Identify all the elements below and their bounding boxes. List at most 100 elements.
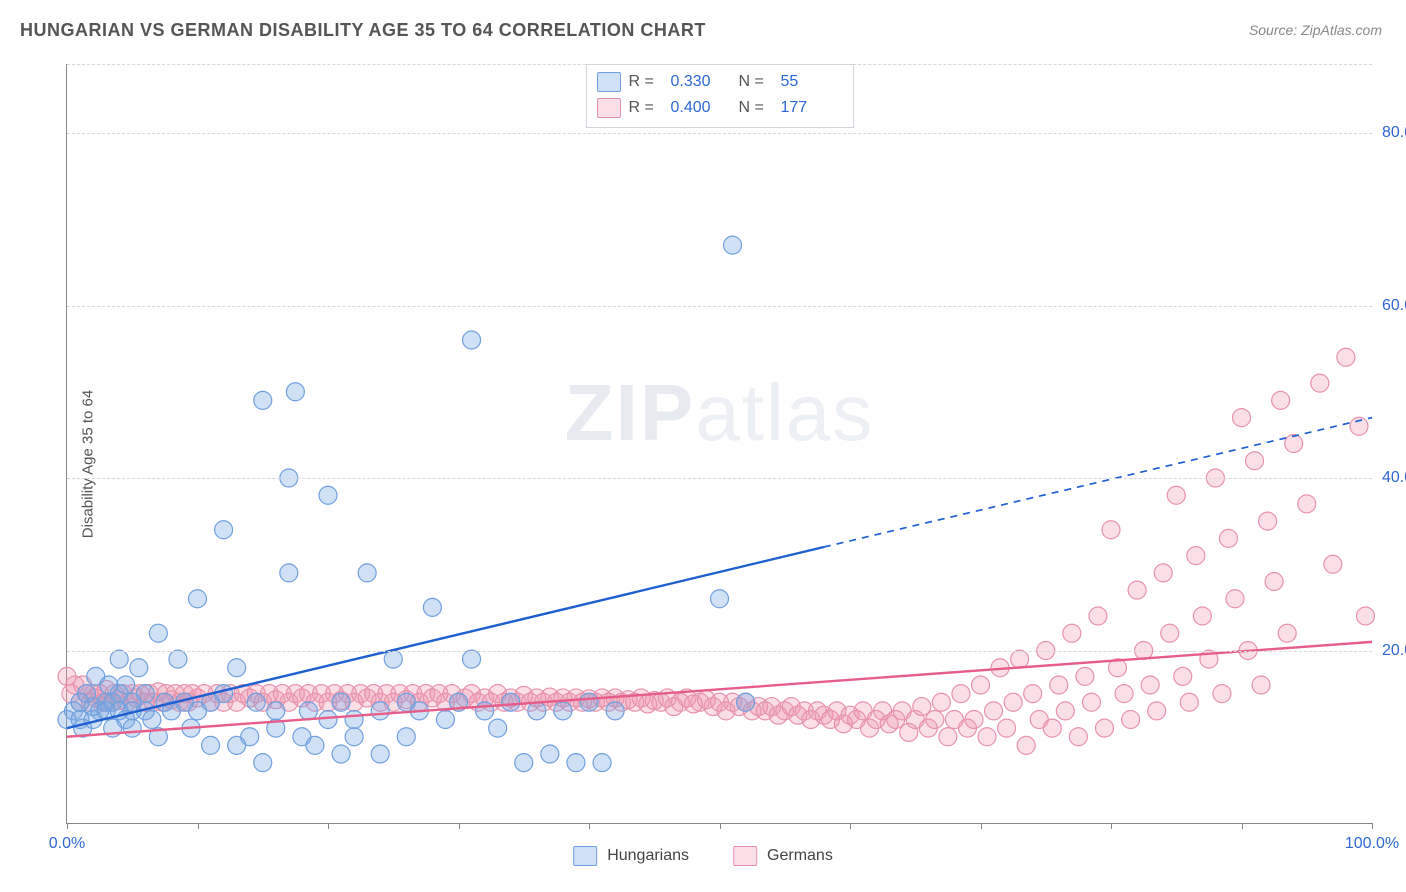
- data-point-hungarians: [110, 650, 128, 668]
- data-point-germans: [926, 711, 944, 729]
- data-point-germans: [1324, 555, 1342, 573]
- data-point-hungarians: [476, 702, 494, 720]
- data-point-hungarians: [332, 745, 350, 763]
- data-point-germans: [1069, 728, 1087, 746]
- data-point-germans: [1298, 495, 1316, 513]
- data-point-hungarians: [436, 711, 454, 729]
- data-point-hungarians: [254, 391, 272, 409]
- data-point-germans: [1148, 702, 1166, 720]
- data-point-hungarians: [711, 590, 729, 608]
- data-point-hungarians: [371, 702, 389, 720]
- data-point-germans: [1095, 719, 1113, 737]
- data-point-germans: [985, 702, 1003, 720]
- data-point-germans: [1356, 607, 1374, 625]
- data-point-hungarians: [515, 754, 533, 772]
- data-point-hungarians: [332, 693, 350, 711]
- data-point-germans: [1278, 624, 1296, 642]
- data-point-germans: [1311, 374, 1329, 392]
- data-point-germans: [1285, 435, 1303, 453]
- data-point-hungarians: [149, 624, 167, 642]
- data-point-hungarians: [541, 745, 559, 763]
- x-tick: [328, 823, 329, 829]
- data-point-hungarians: [215, 521, 233, 539]
- data-point-germans: [939, 728, 957, 746]
- gridline: [67, 133, 1372, 134]
- data-point-germans: [1167, 486, 1185, 504]
- gridline: [67, 306, 1372, 307]
- data-point-hungarians: [299, 702, 317, 720]
- data-point-hungarians: [528, 702, 546, 720]
- legend-label: Hungarians: [607, 847, 689, 865]
- data-point-hungarians: [306, 736, 324, 754]
- gridline: [67, 651, 1372, 652]
- chart-container: Disability Age 35 to 64 ZIPatlas R = 0.3…: [20, 56, 1386, 872]
- plot-area: ZIPatlas R = 0.330 N = 55 R = 0.400 N = …: [66, 64, 1372, 824]
- data-point-germans: [1337, 348, 1355, 366]
- data-point-hungarians: [384, 650, 402, 668]
- data-point-hungarians: [737, 693, 755, 711]
- x-tick-label: 0.0%: [49, 835, 85, 853]
- data-point-germans: [1161, 624, 1179, 642]
- x-tick: [1111, 823, 1112, 829]
- data-point-hungarians: [169, 650, 187, 668]
- data-point-hungarians: [423, 598, 441, 616]
- data-point-germans: [1141, 676, 1159, 694]
- data-point-hungarians: [593, 754, 611, 772]
- data-point-hungarians: [724, 236, 742, 254]
- data-point-germans: [1219, 529, 1237, 547]
- data-point-germans: [965, 711, 983, 729]
- data-point-germans: [1174, 667, 1192, 685]
- data-point-hungarians: [463, 331, 481, 349]
- x-tick: [981, 823, 982, 829]
- data-point-hungarians: [554, 702, 572, 720]
- data-point-hungarians: [397, 728, 415, 746]
- data-point-hungarians: [286, 383, 304, 401]
- data-point-germans: [1187, 547, 1205, 565]
- data-point-hungarians: [371, 745, 389, 763]
- legend-item-hungarians: Hungarians: [573, 846, 689, 866]
- y-tick-label: 40.0%: [1382, 469, 1406, 487]
- data-point-hungarians: [202, 736, 220, 754]
- data-point-germans: [1259, 512, 1277, 530]
- data-point-germans: [1265, 573, 1283, 591]
- x-tick: [850, 823, 851, 829]
- data-point-germans: [998, 719, 1016, 737]
- y-tick-label: 20.0%: [1382, 642, 1406, 660]
- x-tick: [67, 823, 68, 829]
- data-point-germans: [1011, 650, 1029, 668]
- data-point-germans: [1063, 624, 1081, 642]
- data-point-hungarians: [130, 659, 148, 677]
- data-point-germans: [1180, 693, 1198, 711]
- data-point-germans: [972, 676, 990, 694]
- data-point-hungarians: [143, 711, 161, 729]
- data-point-germans: [1252, 676, 1270, 694]
- data-point-hungarians: [319, 711, 337, 729]
- swatch-germans-icon: [733, 846, 757, 866]
- data-point-germans: [1122, 711, 1140, 729]
- x-tick: [198, 823, 199, 829]
- y-tick-label: 80.0%: [1382, 124, 1406, 142]
- data-point-germans: [1213, 685, 1231, 703]
- x-tick: [459, 823, 460, 829]
- data-point-hungarians: [123, 719, 141, 737]
- data-point-germans: [1154, 564, 1172, 582]
- data-point-hungarians: [345, 711, 363, 729]
- data-point-germans: [1017, 736, 1035, 754]
- data-point-germans: [1043, 719, 1061, 737]
- data-point-germans: [1050, 676, 1068, 694]
- x-tick: [589, 823, 590, 829]
- data-point-germans: [932, 693, 950, 711]
- data-point-germans: [1233, 409, 1251, 427]
- data-point-hungarians: [189, 590, 207, 608]
- data-point-germans: [978, 728, 996, 746]
- data-point-germans: [1076, 667, 1094, 685]
- data-point-hungarians: [319, 486, 337, 504]
- data-point-germans: [1226, 590, 1244, 608]
- bottom-legend: Hungarians Germans: [573, 846, 833, 866]
- data-point-hungarians: [215, 685, 233, 703]
- data-point-germans: [1004, 693, 1022, 711]
- data-point-germans: [1024, 685, 1042, 703]
- data-point-germans: [1056, 702, 1074, 720]
- data-point-hungarians: [247, 693, 265, 711]
- legend-label: Germans: [767, 847, 833, 865]
